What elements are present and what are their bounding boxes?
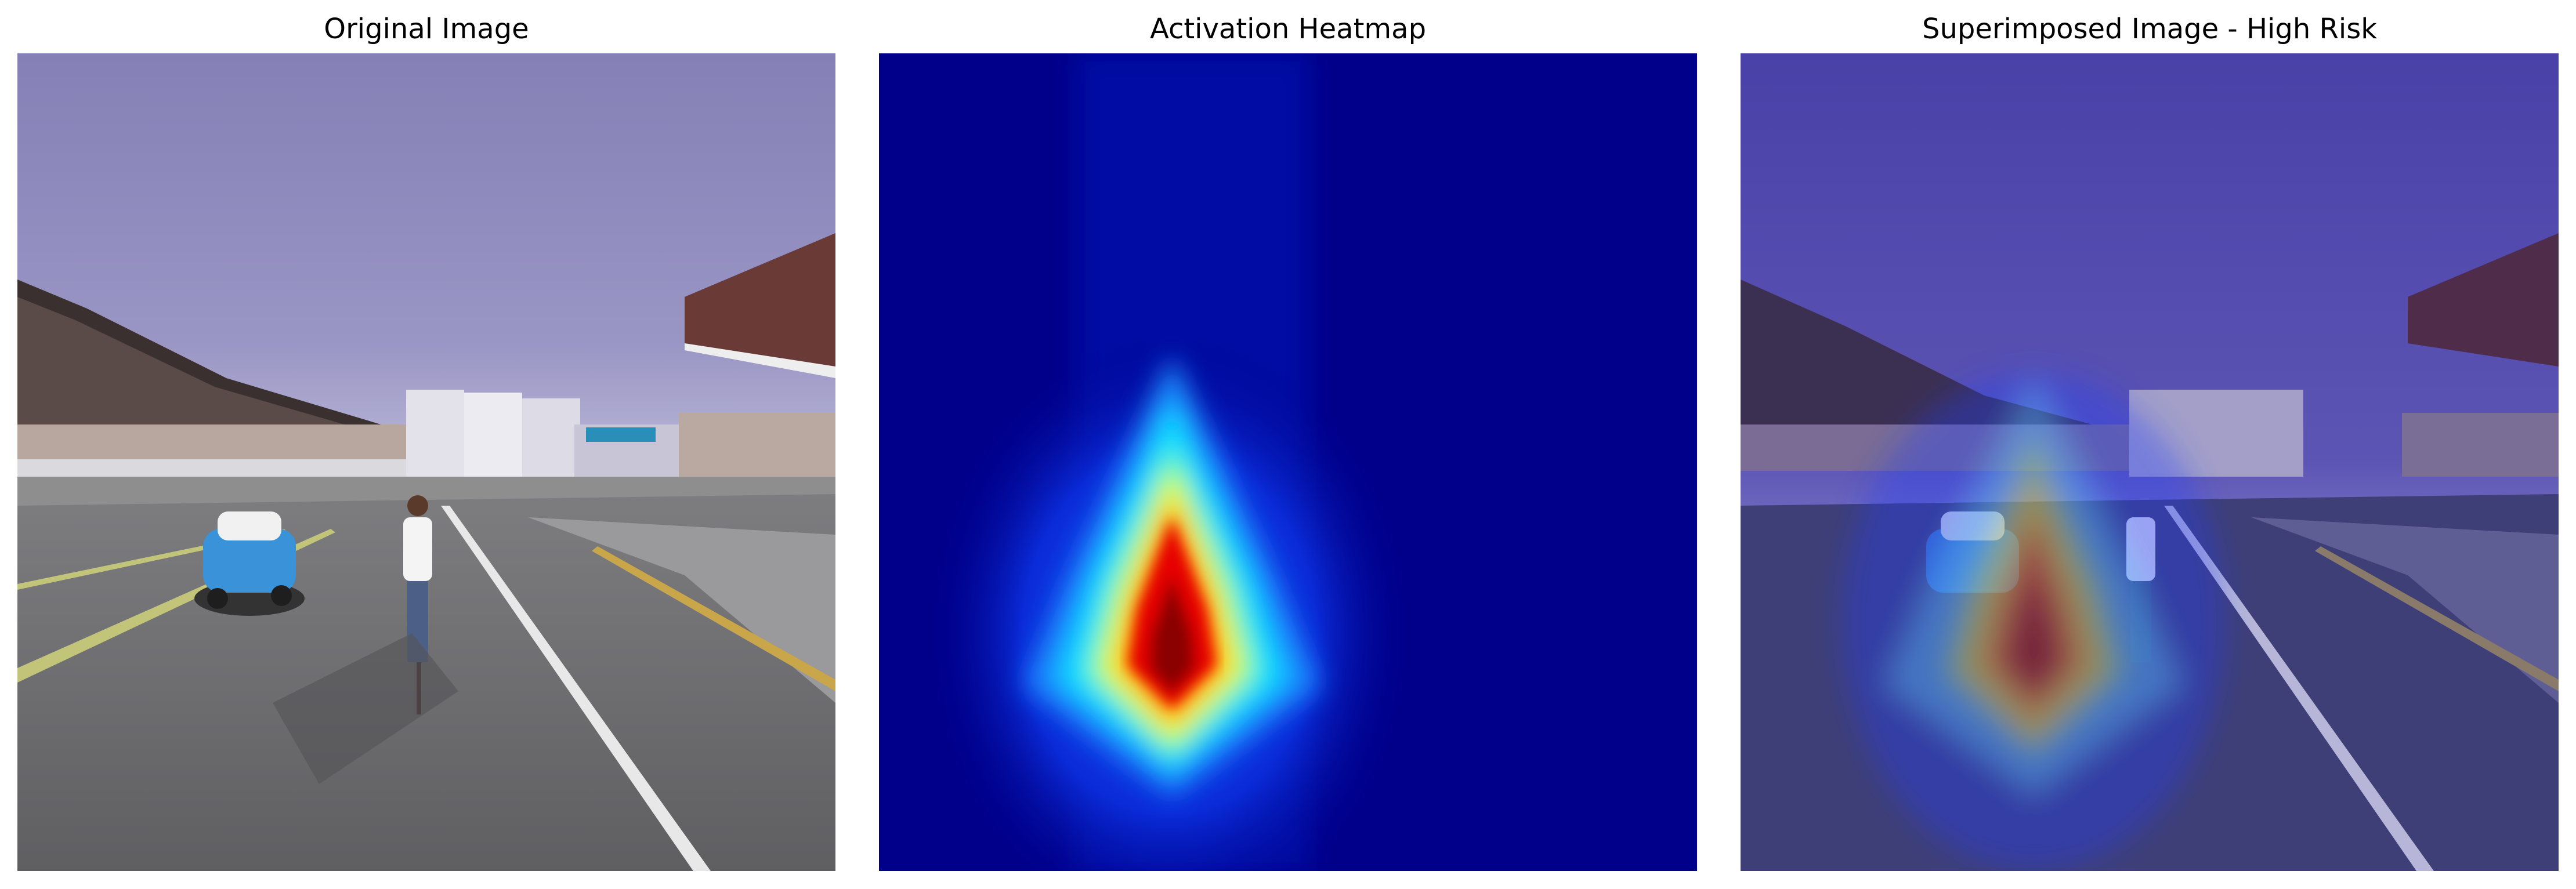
panel-title-heatmap: Activation Heatmap — [879, 12, 1697, 46]
superimposed-image — [1741, 53, 2559, 871]
panel-title-original: Original Image — [17, 12, 835, 46]
heatmap-image — [879, 53, 1697, 871]
panel-superimposed: Superimposed Image - High Risk — [1741, 0, 2559, 889]
panel-original: Original Image — [17, 0, 835, 889]
panel-heatmap: Activation Heatmap — [879, 0, 1697, 889]
original-image — [17, 53, 835, 871]
panel-title-superimposed: Superimposed Image - High Risk — [1741, 12, 2559, 46]
